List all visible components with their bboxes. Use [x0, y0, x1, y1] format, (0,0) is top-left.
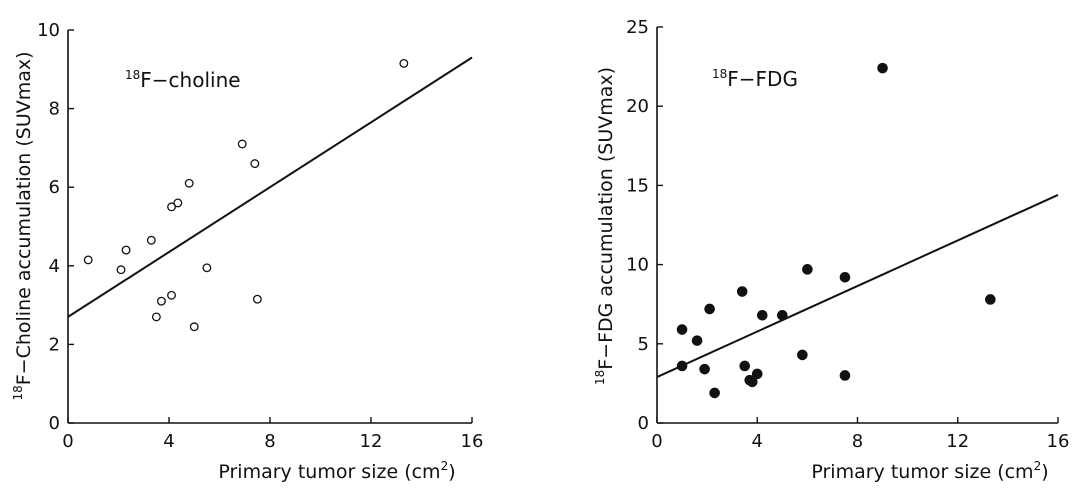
fdg-x-tick-label: 8: [852, 431, 863, 452]
choline-x-tick-label: 12: [360, 431, 383, 452]
choline-data-point: [151, 312, 161, 322]
choline-x-tick-label: 0: [62, 431, 73, 452]
choline-series-label-sup: 18: [125, 68, 140, 82]
fdg-y-axis-label-sup: 18: [593, 370, 607, 385]
choline-x-tick-label: 16: [461, 431, 484, 452]
choline-data-point: [116, 265, 126, 275]
fdg-series-label-text: F−FDG: [727, 67, 798, 91]
fdg-y-tick-label: 0: [638, 413, 649, 434]
choline-axes: [67, 30, 472, 424]
fdg-data-point: [676, 324, 688, 335]
fdg-ticks: 0 4 8 12 16 0 5 10 15 20 25: [626, 17, 1069, 452]
fdg-data-point: [751, 368, 763, 380]
fdg-series-label: 18F−FDG: [712, 67, 798, 91]
choline-data-point: [250, 159, 260, 169]
choline-data-point: [399, 58, 409, 68]
choline-data-point: [202, 263, 212, 273]
fdg-points: [676, 62, 996, 399]
fdg-data-point: [777, 309, 788, 321]
fdg-data-point: [985, 294, 996, 305]
choline-points: [83, 58, 409, 332]
choline-x-tick-label: 4: [163, 431, 174, 452]
choline-series-label-text: F−choline: [140, 68, 240, 92]
choline-data-point: [146, 235, 156, 245]
fdg-data-point: [802, 264, 813, 275]
fdg-data-point: [839, 271, 851, 283]
fdg-x-axis-label-sup: 2: [1034, 459, 1042, 473]
fdg-y-tick-label: 20: [626, 96, 649, 117]
choline-regression: [67, 56, 473, 318]
fdg-data-point: [736, 286, 748, 297]
choline-series-label: 18F−choline: [125, 68, 241, 92]
choline-data-point: [121, 245, 131, 255]
fdg-x-tick-label: 16: [1047, 431, 1070, 452]
choline-y-tick-label: 0: [49, 413, 60, 434]
fdg-data-point: [676, 360, 688, 372]
fdg-y-tick-label: 10: [626, 255, 649, 276]
choline-y-tick-label: 10: [37, 20, 60, 41]
choline-data-point: [252, 294, 262, 304]
choline-data-point: [156, 296, 166, 306]
choline-data-point: [83, 255, 93, 265]
choline-y-axis-label-text: F−Choline accumulation (SUVmax): [13, 51, 35, 385]
fdg-data-point: [839, 370, 851, 381]
fdg-y-axis-label-text: F−FDG accumulation (SUVmax): [595, 67, 617, 370]
fdg-data-point: [709, 387, 720, 399]
choline-x-tick-label: 8: [264, 431, 275, 452]
fdg-data-point: [699, 363, 710, 375]
fdg-y-tick-label: 5: [638, 334, 649, 355]
fdg-x-tick-label: 4: [752, 431, 763, 452]
choline-y-axis-label: 18F−Choline accumulation (SUVmax): [11, 51, 35, 400]
fdg-regression-line: [656, 193, 1059, 378]
choline-y-tick-label: 4: [49, 256, 60, 277]
choline-x-axis-label-text: Primary tumor size (cm: [218, 461, 440, 483]
choline-x-axis-label-close: ): [448, 461, 455, 483]
choline-x-axis-label-sup: 2: [441, 459, 449, 473]
choline-data-point: [184, 178, 194, 188]
fdg-axes: [656, 27, 1058, 424]
choline-data-point: [173, 198, 183, 208]
fdg-x-axis-label-text: Primary tumor size (cm: [811, 461, 1033, 483]
fdg-y-tick-label: 25: [626, 17, 649, 38]
fdg-data-point: [756, 309, 768, 321]
choline-ticks: 0 4 8 12 16 0 2 4 6 8 10: [37, 20, 483, 452]
choline-data-point: [167, 202, 176, 212]
fdg-x-axis-label-close: ): [1041, 461, 1048, 483]
fdg-data-point: [877, 62, 888, 74]
fdg-x-tick-label: 12: [946, 431, 969, 452]
choline-y-tick-label: 6: [49, 177, 60, 198]
choline-data-point: [167, 290, 176, 300]
fdg-x-tick-label: 0: [651, 431, 662, 452]
fdg-data-point: [704, 303, 715, 315]
choline-data-point: [189, 322, 199, 332]
fdg-regression: [656, 193, 1059, 378]
choline-y-tick-label: 2: [49, 334, 60, 355]
choline-y-axis-label-sup: 18: [11, 385, 25, 400]
choline-y-tick-label: 8: [49, 99, 60, 120]
fdg-y-tick-label: 15: [626, 175, 649, 196]
fdg-x-axis-label: Primary tumor size (cm2): [811, 459, 1048, 483]
fdg-y-axis-label: 18F−FDG accumulation (SUVmax): [593, 67, 617, 385]
choline-data-point: [237, 139, 247, 149]
fdg-data-point: [746, 376, 758, 388]
fdg-data-point: [797, 349, 808, 361]
choline-regression-line: [67, 56, 473, 318]
choline-x-axis-label: Primary tumor size (cm2): [218, 459, 455, 483]
fdg-series-label-sup: 18: [712, 67, 727, 81]
fdg-data-point: [691, 335, 703, 346]
fdg-data-point: [739, 360, 751, 372]
